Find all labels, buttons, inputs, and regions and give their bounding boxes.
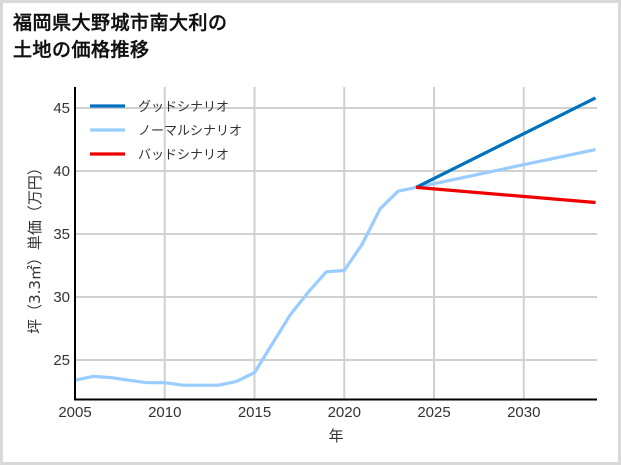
series-line [415,185,596,205]
y-tick-label: 25 [53,352,70,369]
grid-lines [75,87,597,400]
chart-title: 福岡県大野城市南大利の 土地の価格推移 [13,10,228,64]
y-tick-labels: 25 30 35 40 45 [53,100,70,369]
x-axis-label: 年 [328,427,343,445]
legend-label: バッドシナリオ [138,148,229,163]
x-tick-label: 2020 [328,404,361,421]
chart-frame [3,3,618,462]
y-axis-label: 坪（3.3㎡）単価（万円） [26,160,44,334]
x-tick-label: 2010 [148,404,181,421]
x-tick-label: 2030 [507,404,540,421]
data-lines [74,96,597,387]
chart-title-line1: 福岡県大野城市南大利の [13,12,228,34]
legend-label: グッドシナリオ [138,100,229,115]
legend-label: ノーマルシナリオ [138,124,242,139]
series-line [74,148,596,387]
y-tick-label: 35 [53,226,70,243]
y-tick-label: 40 [53,163,70,180]
x-tick-labels: 2005 2010 2015 2020 2025 2030 [58,404,540,421]
x-tick-label: 2015 [238,404,271,421]
y-tick-label: 45 [53,100,70,117]
y-tick-label: 30 [53,289,70,306]
chart-title-line2: 土地の価格推移 [13,39,150,61]
x-tick-label: 2025 [417,404,450,421]
series-line [415,96,597,189]
x-tick-label: 2005 [58,404,91,421]
